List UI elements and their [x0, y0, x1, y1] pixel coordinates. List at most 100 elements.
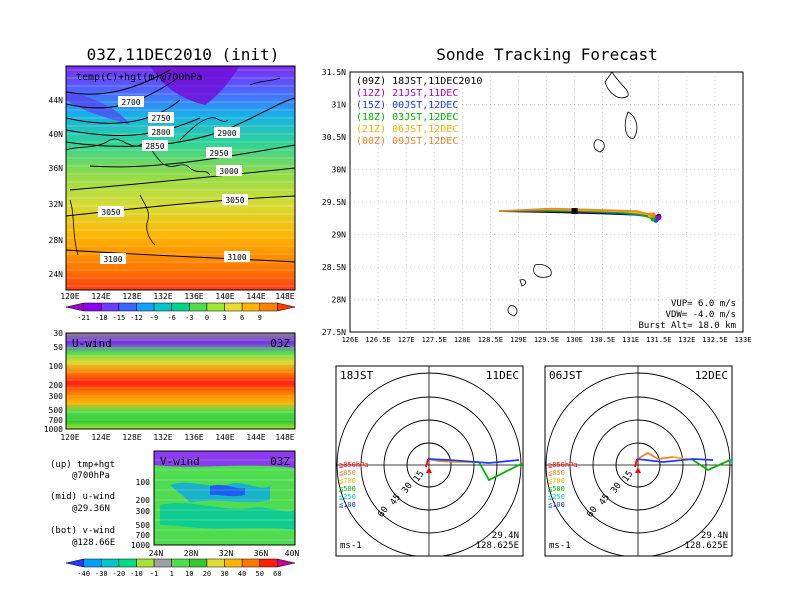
- level-legend: ≦850: [548, 469, 565, 477]
- hodograph-date: 11DEC: [486, 369, 519, 382]
- contour-label: 3050: [101, 208, 120, 217]
- hodograph-date: 12DEC: [695, 369, 728, 382]
- wind-trace: [634, 458, 638, 468]
- lon-label: 120E: [60, 433, 79, 442]
- note-text: @29.36N: [72, 504, 110, 514]
- lat-label: 30N: [332, 166, 347, 175]
- colorbar-label: -3: [185, 314, 193, 322]
- wind-colorbar: -40 -30 -20 -10 -1 1 10 20 30 40 50 60: [65, 558, 296, 578]
- note-text: @128.66E: [72, 538, 115, 548]
- colorbar-swatch: [118, 558, 137, 568]
- lat-label: 44N: [49, 96, 64, 105]
- track-map: 31.5N 31N 30.5N 30N 29.5N 29N 28.5N 28N 27.5N 12…: [322, 68, 752, 344]
- track-legend: (09Z) 18JST,11DEC2010(12Z) 21JST,11DEC(1…: [356, 76, 482, 147]
- contour-label: 2750: [151, 114, 170, 123]
- lat-label: 28N: [49, 236, 64, 245]
- lat-label: 40N: [49, 130, 64, 139]
- colorbar-swatch: [171, 302, 190, 312]
- p-label: 1000: [44, 425, 63, 434]
- u-lon-labels: 120E 124E 128E 132E 136E 140E 144E 148E: [60, 433, 294, 442]
- level-legend: ≦500: [548, 485, 565, 493]
- lat-label: 36N: [254, 549, 269, 558]
- lat-label: 31.5N: [322, 68, 346, 77]
- hodograph-lat: 29.4N: [492, 531, 519, 541]
- legend-entry: (15Z) 00JST,12DEC: [356, 100, 458, 111]
- hodograph-lat: 29.4N: [701, 531, 728, 541]
- coastline: [66, 77, 281, 256]
- lon-label: 128E: [454, 336, 471, 344]
- legend-entry: (09Z) 18JST,11DEC2010: [356, 76, 482, 87]
- contour-label: 3050: [225, 196, 244, 205]
- track-line: [499, 209, 654, 220]
- colorbar-swatch: [206, 558, 225, 568]
- lon-label: 120E: [60, 292, 79, 301]
- colorbar-label: 50: [256, 570, 264, 578]
- landing-point: [650, 212, 656, 218]
- wind-trace: [425, 458, 429, 468]
- lat-label: 24N: [49, 270, 64, 279]
- level-legend: ≧850hPa: [339, 461, 369, 469]
- legend-entry: (18Z) 03JST,12DEC: [356, 112, 458, 123]
- lat-label: 28N: [184, 549, 199, 558]
- lon-label: 133E: [735, 336, 752, 344]
- colorbar-swatch: [118, 302, 137, 312]
- colorbar-swatch: [189, 558, 208, 568]
- colorbar-swatch: [224, 558, 243, 568]
- panel-notes: (up) tmp+hgt @700hPa (mid) u-wind @29.36…: [50, 460, 115, 548]
- colorbar-label: -40: [77, 570, 90, 578]
- lon-label: 128E: [122, 292, 141, 301]
- contour-label: 2900: [217, 129, 236, 138]
- lon-label: 130E: [566, 336, 583, 344]
- lon-label: 129E: [510, 336, 527, 344]
- lon-label: 130.5E: [590, 336, 615, 344]
- colorbar-label: -12: [130, 314, 143, 322]
- contour-label: 3100: [227, 253, 246, 262]
- note-text: @700hPa: [72, 471, 110, 481]
- lon-label: 131E: [622, 336, 639, 344]
- legend-entry: (00Z) 09JST,12DEC: [356, 136, 458, 147]
- left-title: 03Z,11DEC2010 (init): [87, 45, 280, 64]
- v-pressure-labels: 100 200 300 500 700 1000: [131, 478, 150, 550]
- lon-label: 148E: [275, 433, 294, 442]
- colorbar-swatch: [83, 302, 102, 312]
- colorbar-label: 20: [203, 570, 211, 578]
- colorbar-label: 1: [170, 570, 174, 578]
- p-label: 100: [49, 362, 64, 371]
- hodograph-unit: ms-1: [340, 541, 362, 551]
- colorbar-label: -10: [130, 570, 143, 578]
- legend-entry: (21Z) 06JST,12DEC: [356, 124, 458, 135]
- lon-label: 127.5E: [422, 336, 447, 344]
- level-legend: ≧850hPa: [548, 461, 578, 469]
- colorbar-label: 3: [222, 314, 226, 322]
- contour-label: 2700: [121, 98, 140, 107]
- level-legend: ≦100: [339, 501, 356, 509]
- wind-trace: [534, 453, 543, 473]
- colorbar-label: -9: [150, 314, 158, 322]
- wind-trace: [636, 458, 714, 463]
- colorbar-label: 0: [205, 314, 209, 322]
- colorbar-label: -18: [95, 314, 108, 322]
- track-grid: [350, 72, 743, 332]
- u-wind-label: U-wind: [72, 337, 112, 350]
- colorbar-swatch: [65, 302, 84, 312]
- colorbar-label: -15: [113, 314, 126, 322]
- contour-label: 2850: [145, 142, 164, 151]
- level-legend: ≦100: [548, 501, 565, 509]
- colorbar-label: -6: [167, 314, 175, 322]
- level-legend: ≦250: [339, 493, 356, 501]
- contour-label: 2800: [151, 128, 170, 137]
- wind-trace: [478, 461, 523, 482]
- lon-label: 128.5E: [478, 336, 503, 344]
- colorbar-label: 30: [220, 570, 228, 578]
- p-label: 100: [136, 478, 151, 487]
- map-label: temp(C)+hgt(m)@700hPa: [76, 72, 202, 83]
- lat-label: 29.5N: [322, 198, 346, 207]
- v-lat-labels: 24N 28N 32N 36N 40N: [149, 549, 300, 558]
- colorbar-swatch: [277, 558, 296, 568]
- p-label: 300: [49, 392, 64, 401]
- cold-region: [150, 66, 240, 105]
- p-label: 500: [49, 406, 64, 415]
- colorbar-label: -30: [95, 570, 108, 578]
- lon-label: 131.5E: [646, 336, 671, 344]
- lon-label: 126.5E: [365, 336, 390, 344]
